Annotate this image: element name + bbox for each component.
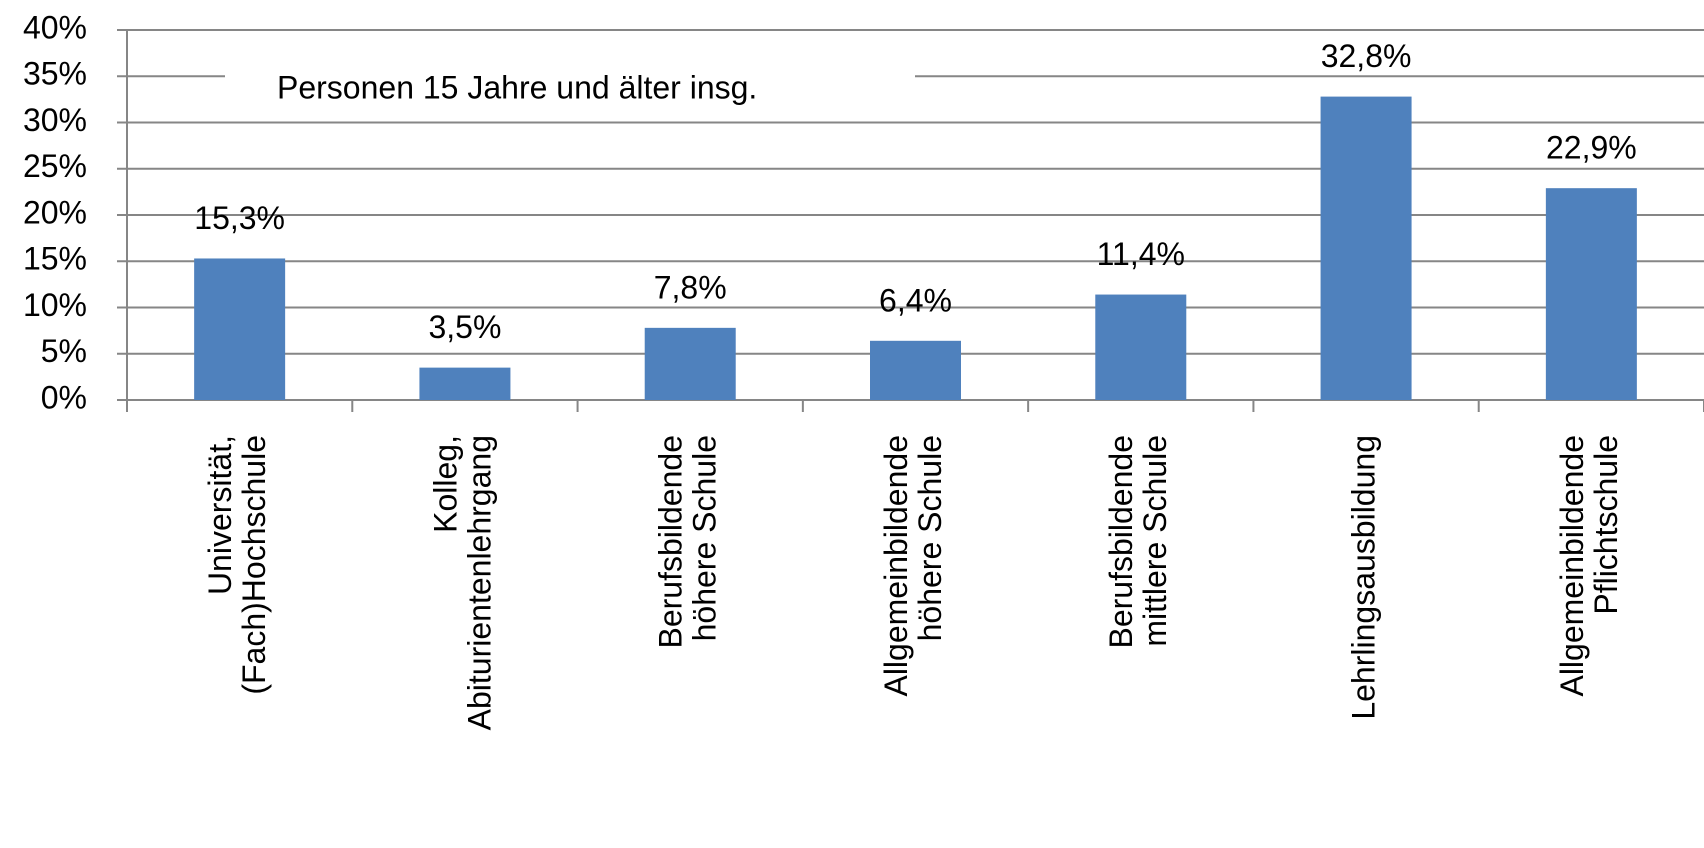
annotation-box — [225, 60, 915, 120]
x-tick-label: Allgemeinbildende — [878, 435, 914, 697]
annotation: Personen 15 Jahre und älter insg. — [277, 69, 757, 105]
y-tick-label: 40% — [23, 9, 87, 45]
x-tick-label: Berufsbildende — [1103, 435, 1139, 648]
bar — [870, 340, 961, 400]
data-label: 6,4% — [879, 282, 952, 318]
data-label: 11,4% — [1097, 236, 1185, 272]
x-tick-label: Lehrlingsausbildung — [1346, 435, 1382, 720]
data-label: 15,3% — [194, 200, 285, 236]
y-tick-label: 15% — [23, 241, 87, 277]
bar — [1320, 96, 1412, 400]
bar — [194, 258, 286, 400]
y-tick-label: 30% — [23, 102, 87, 138]
y-tick-label: 20% — [23, 194, 87, 230]
y-tick-label: 5% — [41, 333, 87, 369]
y-tick-label: 35% — [23, 56, 87, 92]
bar — [419, 367, 511, 400]
bar — [1095, 294, 1187, 400]
data-label: 32,8% — [1321, 38, 1412, 74]
x-tick-label: Allgemeinbildende — [1554, 435, 1590, 697]
y-tick-label: 10% — [23, 287, 87, 323]
x-tick-label: mittlere Schule — [1137, 435, 1173, 647]
data-label: 7,8% — [654, 269, 727, 305]
x-tick-label: Abiturientenlehrgang — [461, 435, 497, 730]
y-tick-label: 25% — [23, 148, 87, 184]
x-tick-label: (Fach)Hochschule — [236, 435, 272, 695]
data-label: 3,5% — [428, 309, 501, 345]
bar — [1545, 188, 1637, 400]
x-tick-label: Pflichtschule — [1588, 435, 1624, 615]
x-tick-label: höhere Schule — [912, 435, 948, 641]
x-tick-label: Kolleg, — [427, 435, 463, 533]
data-label: 22,9% — [1546, 130, 1637, 166]
x-tick-label: Berufsbildende — [653, 435, 689, 648]
x-tick-label: Universität, — [202, 435, 238, 595]
bar — [644, 327, 736, 400]
x-tick-label: höhere Schule — [687, 435, 723, 641]
y-tick-label: 0% — [41, 379, 87, 415]
